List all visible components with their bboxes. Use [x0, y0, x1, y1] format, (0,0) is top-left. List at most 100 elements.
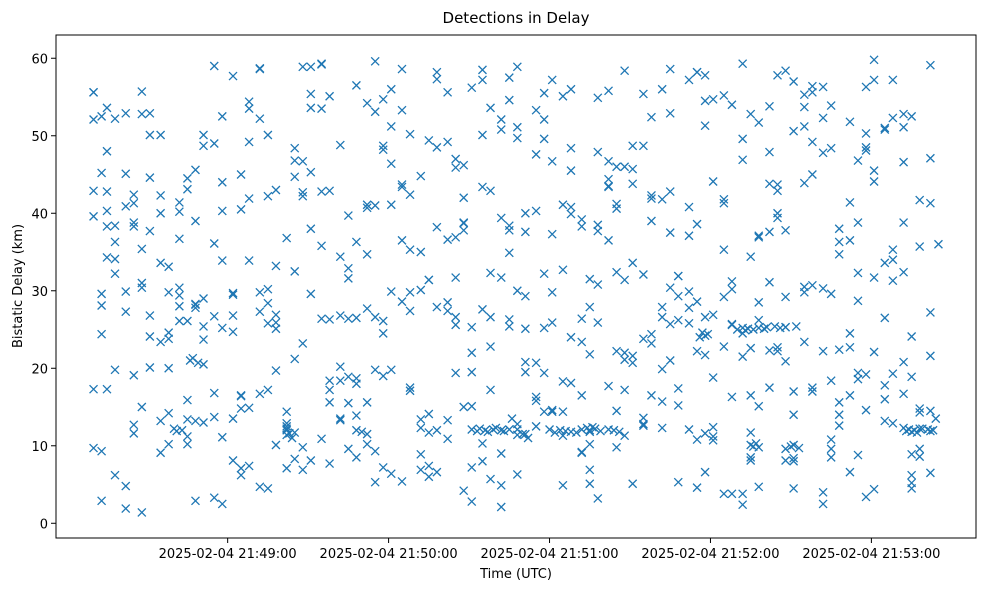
detection-point — [443, 415, 453, 425]
detection-point — [708, 432, 718, 441]
detection-point — [657, 423, 667, 433]
detection-point — [244, 104, 254, 114]
detection-point — [604, 181, 613, 191]
detection-point — [620, 162, 630, 172]
detection-point — [496, 125, 506, 135]
detection-point — [89, 186, 99, 196]
detection-point — [193, 358, 203, 368]
detection-point — [397, 235, 407, 245]
detection-point — [684, 202, 694, 212]
detection-point — [129, 370, 139, 380]
detection-point — [228, 456, 238, 465]
detection-point — [282, 421, 292, 431]
detection-point — [145, 226, 155, 236]
detection-point — [665, 283, 675, 293]
detection-point — [164, 408, 174, 418]
detection-point — [907, 372, 917, 382]
detection-point — [888, 75, 898, 85]
detection-point — [520, 367, 530, 377]
detection-point — [443, 235, 453, 245]
detection-point — [496, 273, 506, 283]
detection-point — [754, 442, 764, 452]
detection-point — [612, 162, 622, 172]
detection-point — [773, 213, 782, 223]
detection-point — [915, 424, 925, 434]
detection-point — [692, 435, 702, 445]
detection-point — [451, 312, 461, 322]
detection-point — [199, 335, 208, 345]
detection-point — [807, 280, 817, 290]
detection-point — [834, 421, 844, 431]
detection-point — [209, 61, 219, 71]
detection-point — [765, 277, 774, 287]
detection-point — [244, 461, 254, 471]
detection-point — [432, 74, 442, 84]
detection-point — [708, 373, 718, 383]
detection-point — [708, 94, 718, 104]
detection-point — [378, 328, 388, 338]
detection-point — [520, 291, 530, 301]
detection-point — [432, 467, 442, 477]
detection-point — [290, 172, 300, 182]
detection-point — [888, 369, 898, 379]
detection-point — [746, 343, 756, 353]
detection-point — [255, 389, 265, 399]
detection-point — [386, 159, 396, 169]
detection-point — [547, 318, 557, 327]
detection-point — [673, 271, 683, 281]
detection-point — [861, 128, 871, 138]
detection-point — [539, 88, 549, 98]
detection-point — [209, 412, 219, 422]
detection-point — [585, 439, 595, 449]
detection-point — [102, 187, 112, 197]
detection-point — [925, 468, 935, 478]
detection-point — [217, 177, 227, 187]
detection-point — [604, 156, 613, 166]
detection-point — [480, 425, 490, 435]
detection-point — [370, 365, 380, 375]
detection-point — [228, 288, 238, 298]
detection-point — [657, 397, 667, 407]
detection-point — [287, 433, 297, 443]
detection-point — [370, 446, 380, 456]
detection-point — [754, 231, 764, 241]
detection-point — [343, 398, 353, 408]
detection-point — [335, 362, 345, 372]
detection-point — [496, 425, 506, 435]
detection-point — [504, 314, 514, 324]
detection-point — [620, 431, 630, 441]
detection-point — [137, 283, 147, 293]
detection-point — [416, 247, 426, 257]
detection-point — [145, 108, 155, 118]
detection-point — [700, 428, 710, 438]
detection-point — [405, 190, 415, 200]
detection-point — [164, 328, 174, 338]
detection-point — [781, 444, 791, 454]
detection-point — [547, 287, 557, 297]
detection-point — [478, 75, 487, 85]
detection-point — [899, 357, 909, 367]
detection-point — [156, 337, 166, 347]
detection-point — [818, 283, 828, 293]
detection-point — [199, 294, 208, 303]
detection-point — [861, 492, 871, 502]
detection-point — [424, 135, 434, 145]
detection-point — [861, 370, 871, 379]
detection-point — [488, 425, 498, 434]
detection-point — [263, 385, 273, 395]
detection-point — [748, 325, 758, 334]
detection-point — [799, 287, 809, 297]
detection-point — [539, 269, 549, 279]
detection-point — [604, 86, 613, 96]
detection-point — [915, 452, 925, 462]
detection-point — [504, 225, 514, 235]
detection-point — [738, 500, 748, 510]
detection-point — [317, 241, 326, 251]
detection-point — [907, 111, 917, 121]
detection-point — [765, 179, 774, 189]
detection-point — [209, 239, 219, 248]
detection-point — [137, 87, 147, 97]
detection-point — [137, 278, 147, 288]
detection-point — [577, 448, 587, 458]
